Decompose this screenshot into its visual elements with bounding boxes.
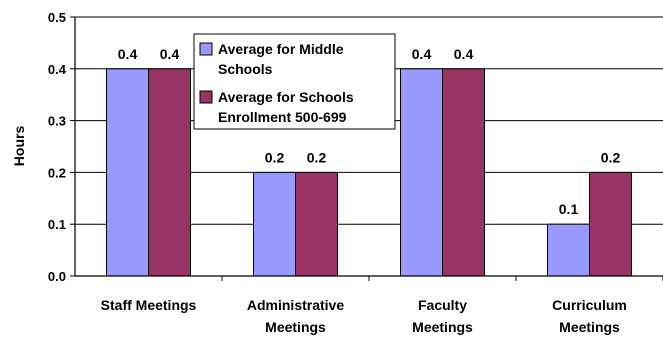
x-category-label: Staff Meetings (101, 297, 197, 313)
y-tick-label: 0.3 (48, 114, 66, 129)
data-label: 0.4 (160, 46, 180, 62)
x-category-label: Meetings (412, 319, 473, 335)
legend-swatch (199, 42, 213, 56)
x-category-label: Administrative (247, 297, 344, 313)
data-labels: 0.4 0.4 0.2 0.2 0.4 0.4 0.1 0.2 (118, 46, 621, 217)
x-category-label: Meetings (265, 319, 326, 335)
y-tick-label: 0.2 (48, 165, 66, 180)
bar (589, 171, 632, 277)
legend-box (193, 33, 396, 130)
axes (70, 16, 663, 281)
data-label: 0.2 (307, 149, 327, 165)
bar (295, 171, 338, 277)
data-label: 0.2 (265, 149, 285, 165)
data-label: 0.4 (412, 46, 432, 62)
legend-entry: Average for Schools (218, 89, 354, 105)
bar (253, 171, 296, 277)
data-label: 0.4 (118, 46, 138, 62)
legend-entry: Schools (218, 61, 273, 77)
y-tick-label: 0.4 (48, 62, 67, 77)
legend-entry: Enrollment 500-699 (218, 109, 347, 125)
x-category-label: Curriculum (552, 297, 627, 313)
bar (106, 68, 149, 277)
data-label: 0.2 (601, 149, 621, 165)
bar (442, 68, 485, 277)
data-label: 0.4 (454, 46, 474, 62)
x-category-label: Meetings (559, 319, 620, 335)
y-tick-label: 0.0 (48, 269, 66, 284)
bars (106, 68, 632, 277)
x-category-label: Faculty (418, 297, 467, 313)
legend: Average for Middle Schools Average for Sch… (193, 33, 396, 130)
data-label: 0.1 (559, 201, 579, 217)
bar (400, 68, 443, 277)
y-axis-label: Hours (11, 126, 27, 167)
bar (547, 223, 590, 277)
x-category-labels: Staff Meetings Administrative Meetings Facu… (101, 297, 627, 335)
y-tick-label: 0.1 (48, 217, 66, 232)
bar (148, 68, 191, 277)
legend-swatch (199, 90, 213, 104)
y-tick-labels: 0.0 0.1 0.2 0.3 0.4 0.5 (48, 10, 67, 284)
legend-entry: Average for Middle (218, 41, 344, 57)
y-tick-label: 0.5 (48, 10, 66, 25)
